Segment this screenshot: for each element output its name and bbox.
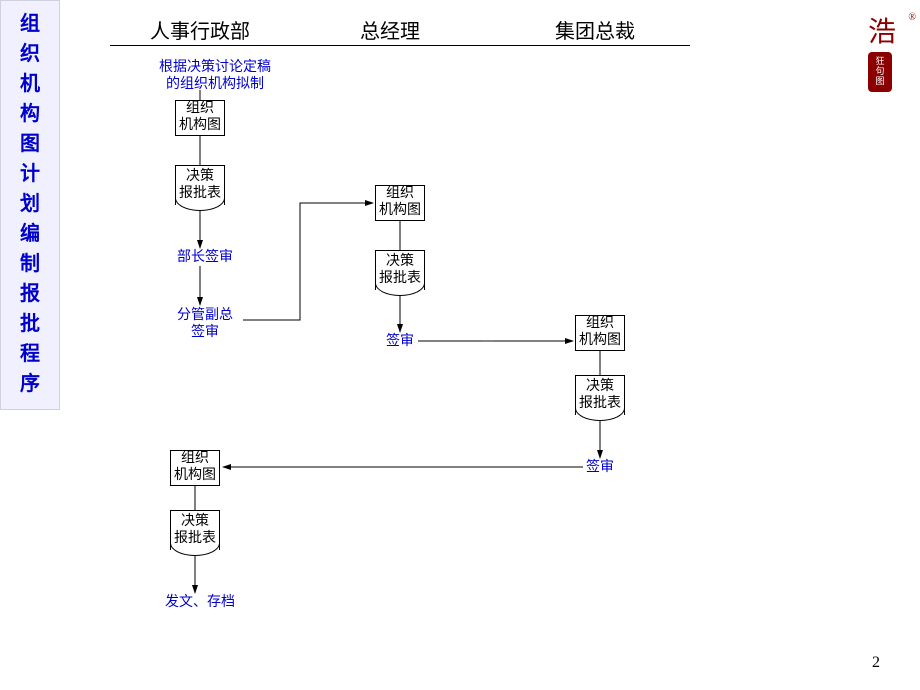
sidebar-char: 程 bbox=[20, 339, 40, 369]
header-underline bbox=[110, 45, 690, 46]
form-box: 决策 报批表 bbox=[575, 375, 625, 415]
flow-label: 根据决策讨论定稿 的组织机构拟制 bbox=[150, 60, 280, 94]
form-box: 决策 报批表 bbox=[375, 250, 425, 290]
sidebar-char: 编 bbox=[20, 219, 40, 249]
flow-label: 发文、存档 bbox=[160, 595, 240, 612]
page-number: 2 bbox=[872, 654, 880, 672]
logo-seal: 狂句图 bbox=[868, 52, 892, 92]
sidebar-char: 制 bbox=[20, 249, 40, 279]
sidebar-char: 计 bbox=[20, 159, 40, 189]
flow-label: 签审 bbox=[385, 334, 415, 351]
logo-char: 浩 ® bbox=[868, 10, 908, 50]
sidebar-char: 构 bbox=[20, 99, 40, 129]
sidebar-char: 批 bbox=[20, 309, 40, 339]
column-header: 总经理 bbox=[360, 15, 420, 44]
form-box: 决策 报批表 bbox=[175, 165, 225, 205]
sidebar-char: 组 bbox=[20, 9, 40, 39]
column-header: 人事行政部 bbox=[150, 15, 250, 44]
document-box: 组织 机构图 bbox=[170, 450, 220, 486]
sidebar-char: 机 bbox=[20, 69, 40, 99]
form-box: 决策 报批表 bbox=[170, 510, 220, 550]
flow-label: 分管副总 签审 bbox=[165, 308, 245, 342]
sidebar-char: 划 bbox=[20, 189, 40, 219]
sidebar-char: 报 bbox=[20, 279, 40, 309]
logo: 浩 ® 狂句图 bbox=[868, 10, 908, 80]
flow-connectors bbox=[0, 0, 920, 690]
sidebar-char: 织 bbox=[20, 39, 40, 69]
sidebar-char: 序 bbox=[20, 369, 40, 399]
document-box: 组织 机构图 bbox=[575, 315, 625, 351]
flow-label: 签审 bbox=[585, 460, 615, 477]
column-header: 集团总裁 bbox=[555, 15, 635, 44]
registered-icon: ® bbox=[908, 12, 916, 23]
sidebar-char: 图 bbox=[20, 129, 40, 159]
document-box: 组织 机构图 bbox=[375, 185, 425, 221]
flow-label: 部长签审 bbox=[175, 250, 235, 267]
document-box: 组织 机构图 bbox=[175, 100, 225, 136]
sidebar-title: 组织机构图计划编制报批程序 bbox=[0, 0, 60, 410]
